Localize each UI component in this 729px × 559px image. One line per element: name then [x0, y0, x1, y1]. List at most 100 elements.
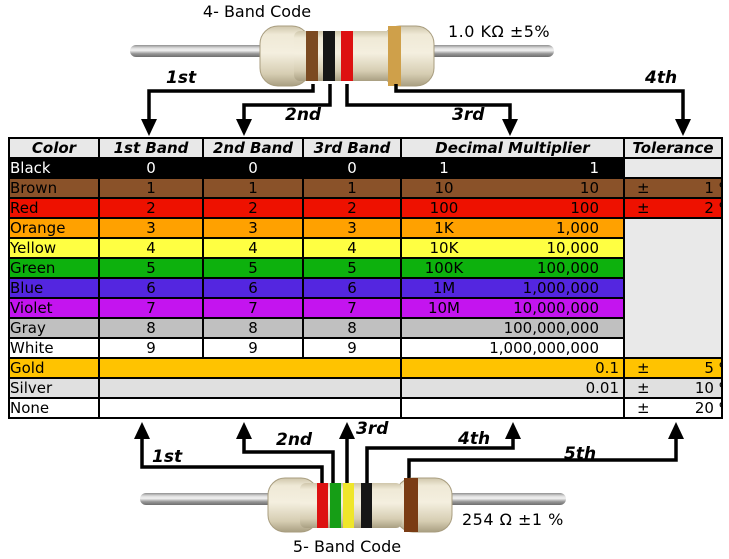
four-band-title: 4- Band Code [202, 2, 312, 21]
band-5-brown [404, 478, 418, 532]
band2-value: 0 [202, 157, 304, 179]
table-row-white: White 9 9 9 1,000,000,000 [8, 337, 722, 359]
band1-value: 1 [98, 177, 204, 199]
table-row-green: Green 5 5 5 100K 100,000 [8, 257, 722, 279]
band2-value: 8 [202, 317, 304, 339]
table-row-gray: Gray 8 8 8 100,000,000 [8, 317, 722, 339]
band2-value: 2 [202, 197, 304, 219]
five-band-value: 254 Ω ±1 % [462, 510, 564, 529]
bottom-arrow-label-2nd: 2nd [276, 430, 313, 450]
multiplier-cell: 100K 100,000 [400, 257, 625, 279]
multiplier-cell: 10 10 [400, 177, 625, 199]
band3-value: 7 [302, 297, 402, 319]
header-tolerance: Tolerance [623, 137, 723, 159]
band-4-gold [388, 26, 401, 86]
band2-value: 7 [202, 297, 304, 319]
band3-value: 3 [302, 217, 402, 239]
band1-value: 9 [98, 337, 204, 359]
header-1st-band: 1st Band [98, 137, 204, 159]
band2-value: 9 [202, 337, 304, 359]
tolerance-cell-merged [623, 217, 723, 359]
color-name: Gray [8, 317, 100, 339]
color-name: Violet [8, 297, 100, 319]
tolerance-cell: ±2 % [623, 197, 723, 219]
table-row-none: None ±20 % [8, 397, 723, 419]
band3-value: 9 [302, 337, 402, 359]
color-code-table: Color 1st Band 2nd Band 3rd Band Decimal… [8, 137, 723, 419]
band2-value: 6 [202, 277, 304, 299]
color-name: Black [8, 157, 100, 179]
bottom-arrow-label-4th: 4th [458, 429, 491, 449]
bottom-arrow-label-1st: 1st [152, 447, 183, 467]
band1-value: 6 [98, 277, 204, 299]
multiplier-cell: 1M 1,000,000 [400, 277, 625, 299]
four-band-resistor [130, 25, 554, 87]
band2-value: 3 [202, 217, 304, 239]
band3-value: 6 [302, 277, 402, 299]
band1-value: 0 [98, 157, 204, 179]
pointer-arrows-bottom [134, 422, 684, 483]
tolerance-cell-empty [623, 157, 723, 179]
color-name: Orange [8, 217, 100, 239]
multiplier-cell: 0.1 [400, 357, 625, 379]
band-1-brown [306, 31, 318, 81]
band1-value: 5 [98, 257, 204, 279]
band-1-red [317, 483, 328, 528]
color-name: Green [8, 257, 100, 279]
top-arrow-label-3rd: 3rd [452, 105, 485, 125]
five-band-resistor [140, 477, 566, 533]
band2-value: 5 [202, 257, 304, 279]
band1-value: 4 [98, 237, 204, 259]
header-2nd-band: 2nd Band [202, 137, 304, 159]
multiplier-cell: 1K 1,000 [400, 217, 625, 239]
color-name: None [8, 397, 100, 419]
band-4-black [361, 483, 372, 528]
multiplier-cell: 100,000,000 [400, 317, 625, 339]
four-band-value: 1.0 KΩ ±5% [448, 22, 551, 41]
color-name: Yellow [8, 237, 100, 259]
band-2-green [330, 483, 341, 528]
top-arrow-label-1st: 1st [166, 68, 197, 88]
tolerance-cell: ±20 % [623, 397, 723, 419]
band2-value: 1 [202, 177, 304, 199]
multiplier-cell: 10K 10,000 [400, 237, 625, 259]
pointer-arrows-top [141, 84, 691, 136]
band1-value: 3 [98, 217, 204, 239]
band3-value: 0 [302, 157, 402, 179]
band2-value: 4 [202, 237, 304, 259]
table-header-row: Color 1st Band 2nd Band 3rd Band Decimal… [8, 137, 723, 159]
table-row-blue: Blue 6 6 6 1M 1,000,000 [8, 277, 722, 299]
multiplier-cell [400, 397, 625, 419]
multiplier-cell: 1,000,000,000 [400, 337, 625, 359]
band3-value: 2 [302, 197, 402, 219]
top-arrow-label-4th: 4th [645, 68, 678, 88]
color-name: Silver [8, 377, 100, 399]
band-3-yellow [343, 483, 354, 528]
bottom-arrow-label-5th: 5th [564, 444, 597, 464]
color-name: White [8, 337, 100, 359]
multiplier-cell: 100 100 [400, 197, 625, 219]
table-row-gold: Gold 0.1 ±5 % [8, 357, 723, 379]
table-row-yellow: Yellow 4 4 4 10K 10,000 [8, 237, 722, 259]
color-name: Brown [8, 177, 100, 199]
table-row-orange: Orange 3 3 3 1K 1,000 [8, 217, 723, 359]
table-row-violet: Violet 7 7 7 10M 10,000,000 [8, 297, 722, 319]
tolerance-cell: ±1 % [623, 177, 723, 199]
band-2-black [323, 31, 335, 81]
band3-value: 1 [302, 177, 402, 199]
header-color: Color [8, 137, 100, 159]
bottom-arrow-label-3rd: 3rd [356, 419, 389, 439]
band-3-red [341, 31, 353, 81]
header-multiplier: Decimal Multiplier [400, 137, 625, 159]
tolerance-cell: ±10 % [623, 377, 723, 399]
top-arrow-label-2nd: 2nd [285, 105, 322, 125]
color-name: Gold [8, 357, 100, 379]
multiplier-cell: 0.01 [400, 377, 625, 399]
bands-merged-cell [98, 357, 402, 379]
band1-value: 2 [98, 197, 204, 219]
